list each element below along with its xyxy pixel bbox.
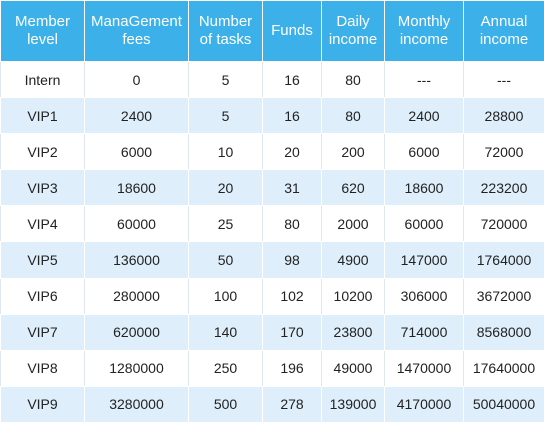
table-row: VIP4 60000 25 80 2000 60000 720000 — [0, 205, 544, 243]
cell-member-level: VIP3 — [0, 169, 85, 207]
cell-daily-income: 2000 — [321, 205, 385, 243]
header-monthly-income: Monthly income — [384, 0, 464, 62]
table-row: VIP1 2400 5 16 80 2400 28800 — [0, 97, 544, 135]
cell-daily-income: 49000 — [321, 349, 385, 387]
cell-number-of-tasks: 140 — [188, 313, 263, 351]
cell-funds: 278 — [262, 385, 322, 423]
cell-management-fees: 18600 — [84, 169, 189, 207]
cell-daily-income: 80 — [321, 97, 385, 135]
cell-funds: 31 — [262, 169, 322, 207]
cell-daily-income: 139000 — [321, 385, 385, 423]
cell-funds: 98 — [262, 241, 322, 279]
header-management-fees: ManaGement fees — [84, 0, 189, 62]
cell-monthly-income: 60000 — [384, 205, 464, 243]
cell-annual-income: 223200 — [463, 169, 544, 207]
cell-member-level: VIP9 — [0, 385, 85, 423]
cell-number-of-tasks: 250 — [188, 349, 263, 387]
cell-management-fees: 1280000 — [84, 349, 189, 387]
cell-funds: 16 — [262, 60, 322, 99]
cell-monthly-income: 306000 — [384, 277, 464, 315]
cell-annual-income: 72000 — [463, 133, 544, 171]
cell-number-of-tasks: 10 — [188, 133, 263, 171]
table-header: Member level ManaGement fees Number of task… — [0, 0, 544, 62]
table-row: VIP5 136000 50 98 4900 147000 1764000 — [0, 241, 544, 279]
cell-annual-income: 3672000 — [463, 277, 544, 315]
cell-monthly-income: 147000 — [384, 241, 464, 279]
table-body: Intern 0 5 16 80 --- --- VIP1 2400 5 16 … — [0, 60, 544, 423]
cell-monthly-income: 2400 — [384, 97, 464, 135]
cell-annual-income: 28800 — [463, 97, 544, 135]
header-funds: Funds — [262, 0, 322, 62]
table-row: VIP3 18600 20 31 620 18600 223200 — [0, 169, 544, 207]
cell-monthly-income: --- — [384, 60, 464, 99]
cell-management-fees: 6000 — [84, 133, 189, 171]
cell-monthly-income: 1470000 — [384, 349, 464, 387]
cell-management-fees: 620000 — [84, 313, 189, 351]
cell-funds: 102 — [262, 277, 322, 315]
table-row: Intern 0 5 16 80 --- --- — [0, 60, 544, 99]
table-row: VIP6 280000 100 102 10200 306000 3672000 — [0, 277, 544, 315]
cell-management-fees: 136000 — [84, 241, 189, 279]
cell-annual-income: 50040000 — [463, 385, 544, 423]
cell-management-fees: 280000 — [84, 277, 189, 315]
cell-management-fees: 0 — [84, 60, 189, 99]
cell-number-of-tasks: 500 — [188, 385, 263, 423]
cell-member-level: VIP2 — [0, 133, 85, 171]
cell-number-of-tasks: 5 — [188, 60, 263, 99]
cell-number-of-tasks: 50 — [188, 241, 263, 279]
cell-annual-income: 720000 — [463, 205, 544, 243]
cell-daily-income: 80 — [321, 60, 385, 99]
cell-number-of-tasks: 100 — [188, 277, 263, 315]
cell-funds: 20 — [262, 133, 322, 171]
cell-management-fees: 2400 — [84, 97, 189, 135]
cell-member-level: VIP7 — [0, 313, 85, 351]
cell-management-fees: 60000 — [84, 205, 189, 243]
cell-monthly-income: 6000 — [384, 133, 464, 171]
cell-monthly-income: 4170000 — [384, 385, 464, 423]
cell-daily-income: 4900 — [321, 241, 385, 279]
cell-management-fees: 3280000 — [84, 385, 189, 423]
cell-member-level: VIP4 — [0, 205, 85, 243]
cell-daily-income: 200 — [321, 133, 385, 171]
cell-daily-income: 23800 — [321, 313, 385, 351]
cell-funds: 16 — [262, 97, 322, 135]
header-annual-income: Annual income — [463, 0, 544, 62]
cell-member-level: Intern — [0, 60, 85, 99]
cell-annual-income: 17640000 — [463, 349, 544, 387]
cell-member-level: VIP6 — [0, 277, 85, 315]
cell-funds: 170 — [262, 313, 322, 351]
table-row: VIP2 6000 10 20 200 6000 72000 — [0, 133, 544, 171]
cell-monthly-income: 714000 — [384, 313, 464, 351]
table-row: VIP8 1280000 250 196 49000 1470000 17640… — [0, 349, 544, 387]
cell-member-level: VIP8 — [0, 349, 85, 387]
cell-daily-income: 10200 — [321, 277, 385, 315]
header-daily-income: Daily income — [321, 0, 385, 62]
header-row: Member level ManaGement fees Number of task… — [0, 0, 544, 62]
cell-number-of-tasks: 20 — [188, 169, 263, 207]
cell-annual-income: --- — [463, 60, 544, 99]
table-row: VIP9 3280000 500 278 139000 4170000 5004… — [0, 385, 544, 423]
cell-annual-income: 8568000 — [463, 313, 544, 351]
cell-annual-income: 1764000 — [463, 241, 544, 279]
cell-daily-income: 620 — [321, 169, 385, 207]
cell-monthly-income: 18600 — [384, 169, 464, 207]
cell-funds: 80 — [262, 205, 322, 243]
cell-member-level: VIP5 — [0, 241, 85, 279]
header-number-of-tasks: Number of tasks — [188, 0, 263, 62]
cell-number-of-tasks: 5 — [188, 97, 263, 135]
header-member-level: Member level — [0, 0, 85, 62]
table-row: VIP7 620000 140 170 23800 714000 8568000 — [0, 313, 544, 351]
cell-number-of-tasks: 25 — [188, 205, 263, 243]
cell-member-level: VIP1 — [0, 97, 85, 135]
cell-funds: 196 — [262, 349, 322, 387]
